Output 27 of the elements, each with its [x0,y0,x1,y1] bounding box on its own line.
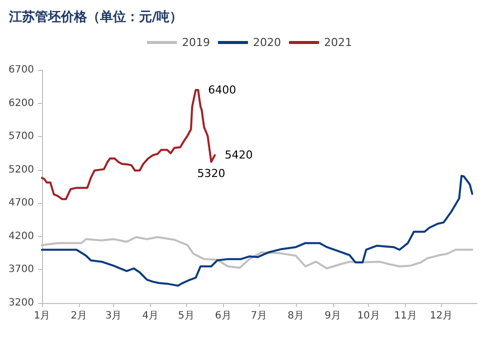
x-tick-label: 10月 [357,310,380,322]
legend-label: 2020 [253,36,282,49]
annotation: 6400 [208,83,236,96]
x-tick-label: 5月 [178,310,194,322]
x-tick-label: 7月 [250,310,268,322]
x-tick-label: 2月 [70,310,88,322]
x-tick-label: 11月 [394,310,417,322]
y-tick-label: 3200 [8,298,34,308]
x-tick-label: 9月 [324,310,341,322]
x-tick-label: 12月 [430,310,453,322]
chart-title: 江苏管坯价格（单位：元/吨） [8,9,183,25]
annotation: 5320 [197,166,226,180]
legend-label: 2021 [324,36,352,49]
y-tick-label: 6200 [8,98,34,109]
legend-label: 2019 [182,36,210,49]
y-tick-label: 3700 [8,264,34,276]
y-tick-label: 5200 [8,164,34,176]
x-tick-label: 1月 [34,310,50,322]
y-tick-label: 4700 [8,198,34,209]
x-tick-label: 4月 [142,310,159,322]
x-tick-label: 8月 [288,310,304,322]
y-tick-label: 6700 [8,64,34,76]
x-tick-label: 3月 [105,310,122,322]
y-tick-label: 5700 [8,131,34,142]
y-tick-label: 4200 [8,230,34,242]
annotation: 5420 [224,148,253,162]
x-tick-label: 6月 [214,310,232,322]
